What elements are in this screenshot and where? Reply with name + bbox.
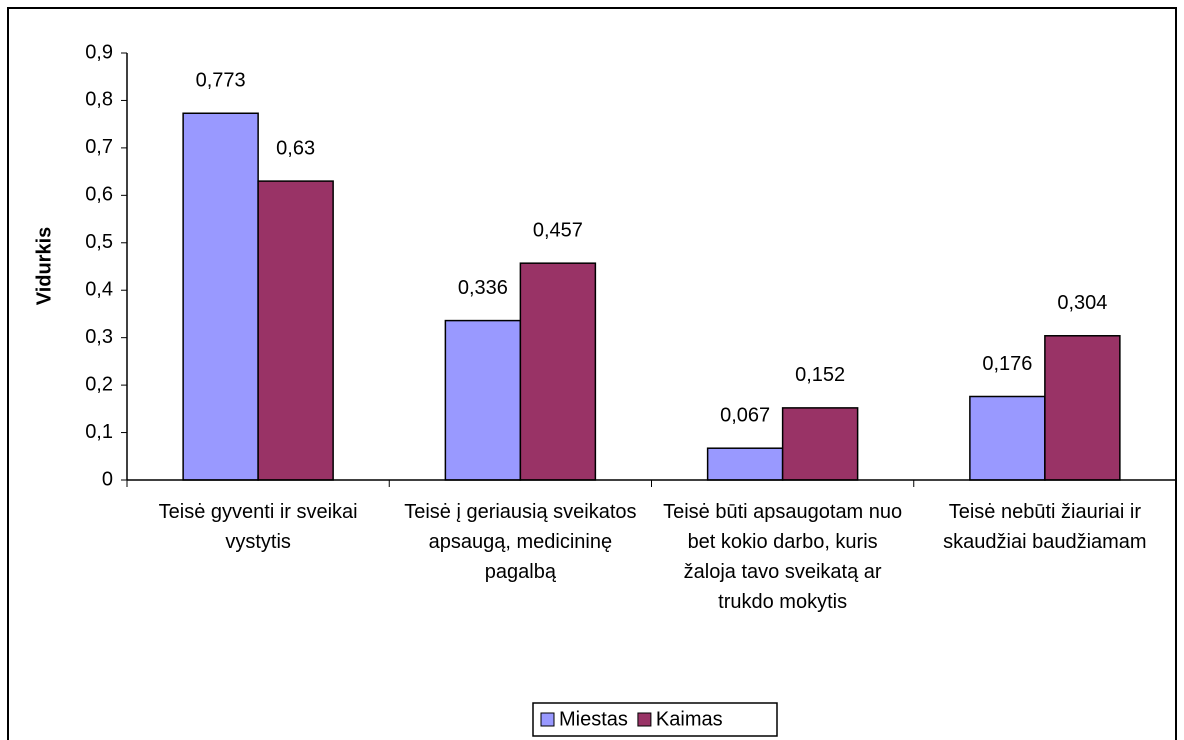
y-tick-label: 0,9: [85, 41, 113, 63]
bar: [182, 112, 259, 481]
y-tick-label: 0,3: [85, 326, 113, 348]
x-tick-label: Teisė į geriausią sveikatos apsaugą, med…: [404, 501, 637, 583]
bar: [969, 395, 1046, 481]
legend-swatch: [637, 712, 652, 727]
bar: [519, 262, 597, 481]
legend-swatch: [540, 712, 555, 727]
y-tick-label: 0,8: [85, 89, 113, 111]
data-label: 0,304: [1057, 292, 1107, 314]
legend-label: Kaimas: [656, 708, 723, 730]
y-tick-label: 0,5: [85, 231, 113, 253]
y-tick-label: 0,6: [85, 184, 113, 206]
data-label: 0,457: [533, 219, 583, 241]
y-axis-title: Vidurkis: [33, 227, 55, 306]
bar: [257, 180, 334, 481]
data-label: 0,067: [720, 404, 770, 426]
data-label: 0,336: [458, 277, 508, 299]
y-tick-label: 0,2: [85, 373, 113, 395]
legend-label: Miestas: [559, 708, 628, 730]
data-label: 0,152: [795, 364, 845, 386]
bar: [1044, 335, 1121, 481]
y-tick-label: 0,1: [85, 421, 113, 443]
bar: [444, 319, 522, 481]
bar: [781, 407, 859, 481]
x-tick-label: Teisė nebūti žiauriai ir skaudžiai baudž…: [943, 501, 1147, 553]
legend-box: [532, 702, 778, 737]
data-label: 0,63: [276, 137, 315, 159]
y-tick-label: 0,4: [85, 279, 113, 301]
y-tick-label: 0: [102, 468, 113, 490]
bar: [706, 447, 784, 481]
data-label: 0,176: [982, 353, 1032, 375]
data-label: 0,773: [196, 70, 246, 92]
x-tick-label: Teisė gyventi ir sveikai vystytis: [158, 501, 358, 553]
x-tick-label: Teisė būti apsaugotam nuo bet kokio darb…: [663, 501, 903, 613]
y-tick-label: 0,7: [85, 136, 113, 158]
